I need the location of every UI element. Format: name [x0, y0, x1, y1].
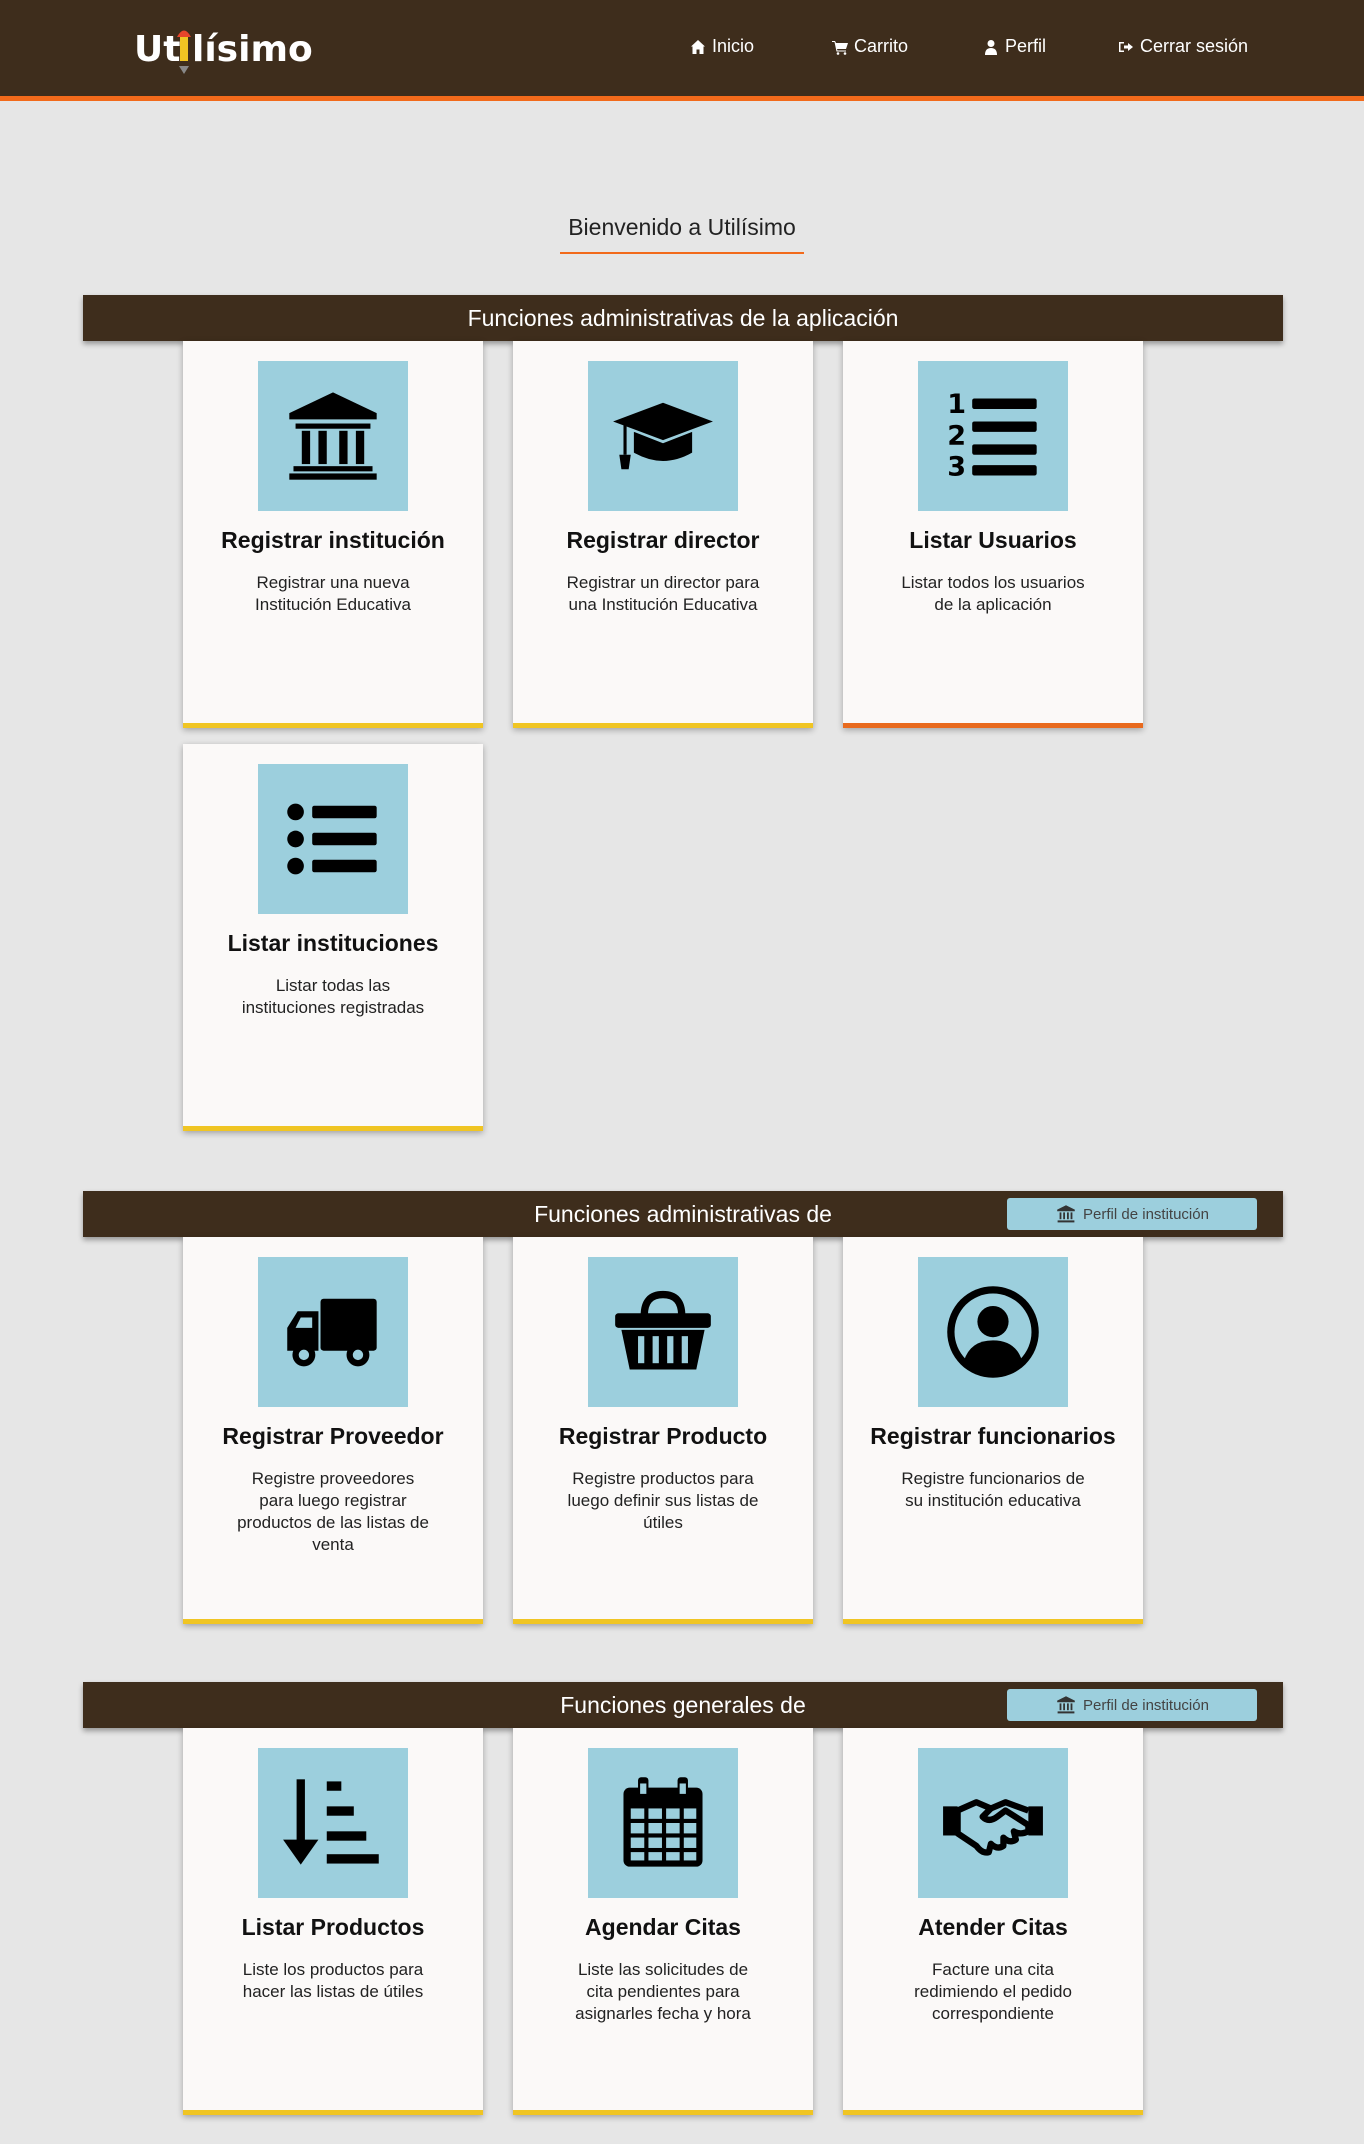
institution-icon [1057, 1205, 1075, 1223]
card-description: Listar todos los usuarios de la aplicaci… [901, 573, 1085, 614]
ordered-list-icon: 1 2 3 [947, 389, 1037, 483]
section-title: Funciones generales de [560, 1692, 806, 1718]
nav-perfil-label: Perfil [1005, 36, 1047, 56]
card-icon-box [588, 361, 738, 511]
perfil-institucion-label: Perfil de institución [1083, 1205, 1209, 1223]
top-navbar: Ut lísimo Inicio Carrito Perfil Cerrar s… [0, 0, 1364, 101]
card-description: Liste los productos para hacer las lista… [242, 1960, 424, 2001]
nav-inicio-label: Inicio [712, 36, 755, 56]
card-icon-box: 1 2 3 [918, 361, 1068, 511]
card-listar-instituciones[interactable]: Listar instituciones Listar todas las in… [183, 744, 483, 1131]
logo-text-left: Ut [134, 29, 180, 70]
user-circle-icon [947, 1286, 1039, 1378]
card-description: Liste las solicitudes de cita pendientes… [575, 1960, 751, 2023]
card-title: Registrar institución [221, 527, 445, 553]
sign-out-icon [1119, 41, 1133, 52]
nav-inicio[interactable]: Inicio [690, 36, 754, 57]
bullet-list-icon [287, 803, 377, 875]
card-registrar-funcionarios[interactable]: Registrar funcionarios Registre funciona… [843, 1237, 1143, 1624]
card-icon-box [258, 1748, 408, 1898]
section-title: Funciones administrativas de la aplicaci… [467, 305, 899, 331]
graduation-cap-icon [613, 402, 713, 470]
nav-cerrar-sesion-label: Cerrar sesión [1140, 36, 1249, 56]
truck-icon [287, 1298, 377, 1367]
card-title: Registrar Proveedor [222, 1423, 444, 1449]
card-title: Agendar Citas [585, 1914, 741, 1940]
card-registrar-institucion[interactable]: Registrar institución Registrar una nuev… [183, 341, 483, 728]
card-registrar-director[interactable]: Registrar director Registrar un director… [513, 341, 813, 728]
card-description: Registre proveedores para luego registra… [237, 1469, 429, 1554]
basket-icon [615, 1290, 711, 1370]
card-icon-box [258, 764, 408, 914]
perfil-institucion-button[interactable]: Perfil de institución [1007, 1198, 1257, 1230]
card-title: Registrar director [566, 527, 760, 553]
nav-carrito[interactable]: Carrito [832, 36, 908, 57]
svg-text:1: 1 [947, 389, 966, 420]
sort-list-icon [283, 1779, 379, 1865]
card-title: Atender Citas [918, 1914, 1068, 1940]
card-title: Listar Productos [241, 1914, 425, 1940]
cart-icon [832, 40, 848, 55]
welcome-text: Bienvenido a Utilísimo [560, 214, 804, 254]
card-title: Registrar Producto [558, 1423, 768, 1449]
svg-text:2: 2 [947, 420, 966, 451]
card-icon-box [588, 1257, 738, 1407]
institution-icon [1057, 1696, 1075, 1714]
card-icon-box [588, 1748, 738, 1898]
perfil-institucion-button[interactable]: Perfil de institución [1007, 1689, 1257, 1721]
card-registrar-proveedor[interactable]: Registrar Proveedor Registre proveedores… [183, 1237, 483, 1624]
svg-text:3: 3 [947, 452, 966, 483]
card-listar-usuarios[interactable]: 1 2 3 Listar Usuarios Listar todos los u… [843, 341, 1143, 728]
card-listar-productos[interactable]: Listar Productos Liste los productos par… [183, 1728, 483, 2115]
card-description: Registre funcionarios de su institución … [901, 1469, 1085, 1510]
handshake-icon [943, 1799, 1043, 1856]
nav-carrito-label: Carrito [854, 36, 909, 56]
card-description: Registrar una nueva Institución Educativ… [255, 573, 411, 614]
section-admin-app-header: Funciones administrativas de la aplicaci… [83, 295, 1283, 341]
card-icon-box [918, 1257, 1068, 1407]
section-admin-institution-header: Funciones administrativas de Perfil de i… [83, 1191, 1283, 1237]
card-icon-box [918, 1748, 1068, 1898]
card-icon-box [258, 361, 408, 511]
perfil-institucion-label: Perfil de institución [1083, 1696, 1209, 1714]
card-title: Listar instituciones [227, 930, 439, 956]
home-icon [691, 39, 705, 54]
card-agendar-citas[interactable]: Agendar Citas Liste las solicitudes de c… [513, 1728, 813, 2115]
card-registrar-producto[interactable]: Registrar Producto Registre productos pa… [513, 1237, 813, 1624]
card-icon-box [258, 1257, 408, 1407]
card-title: Registrar funcionarios [870, 1423, 1116, 1449]
institution-icon [289, 392, 377, 480]
nav-perfil[interactable]: Perfil [983, 36, 1046, 57]
card-description: Listar todas las instituciones registrad… [241, 976, 425, 1017]
calendar-icon [623, 1777, 703, 1867]
section-title: Funciones administrativas de [534, 1201, 832, 1227]
nav-cerrar-sesion[interactable]: Cerrar sesión [1118, 36, 1248, 57]
user-icon [985, 39, 997, 55]
main-nav: Inicio Carrito Perfil Cerrar sesión [0, 36, 1364, 60]
card-atender-citas[interactable]: Atender Citas Facture una cita redimiend… [843, 1728, 1143, 2115]
logo-text-right: lísimo [192, 29, 313, 70]
section-general-header: Funciones generales de Perfil de institu… [83, 1682, 1283, 1728]
card-description: Facture una cita redimiendo el pedido co… [914, 1960, 1072, 2023]
card-title: Listar Usuarios [909, 527, 1077, 553]
welcome-heading: Bienvenido a Utilísimo [0, 214, 1364, 254]
utilisimo-logo[interactable]: Ut lísimo [134, 24, 344, 80]
card-description: Registrar un director para una Instituci… [566, 573, 760, 614]
card-description: Registre productos para luego definir su… [567, 1469, 759, 1532]
